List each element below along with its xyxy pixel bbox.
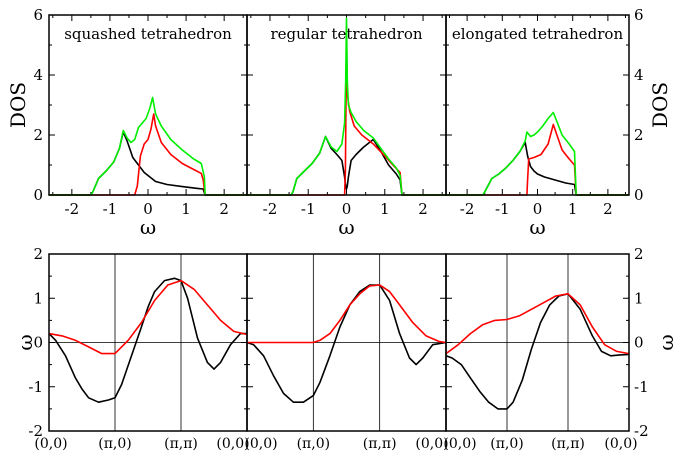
x-axis-label: ω — [338, 215, 354, 239]
y-tick-label: 6 — [634, 6, 644, 24]
y-tick-label: 4 — [33, 66, 43, 84]
x-tick-label: (0,0) — [443, 436, 476, 452]
y-tick-label: 2 — [634, 245, 644, 263]
series-line-1 — [445, 292, 630, 410]
panel-title: elongated tetrahedron — [452, 25, 624, 43]
y-tick-label: 0 — [33, 186, 43, 204]
panel-dos-3: 0 2 4 6 -2 -1 0 1 2 ω elongated tetrahedron DOS — [445, 6, 672, 239]
panel-dispersion-2: (0,0) (π,0) (π,π) (0,0) — [244, 253, 449, 452]
x-tick-label: 2 — [603, 200, 613, 218]
y-axis-label: DOS — [6, 82, 30, 128]
x-tick-label: -2 — [263, 200, 278, 218]
y-tick-label: 1 — [634, 289, 644, 307]
y-tick-label: -1 — [634, 378, 649, 396]
x-tick-label: 2 — [219, 200, 229, 218]
y-tick-label: 0 — [634, 186, 644, 204]
y-tick-label: 6 — [33, 6, 43, 24]
x-tick-label: (π,0) — [297, 436, 330, 452]
y-tick-label: 2 — [33, 126, 43, 144]
plot-frame — [445, 14, 630, 196]
panel-dispersion-1: -2 -1 0 1 2 (0,0) (π,0) (π,π) (0,0) ω — [13, 245, 250, 452]
x-tick-label: (0,0) — [34, 436, 67, 452]
y-tick-label: 1 — [33, 289, 43, 307]
x-tick-label: -2 — [460, 200, 475, 218]
series-line-3 — [247, 17, 446, 196]
y-axis-label: ω — [654, 334, 678, 350]
x-tick-label: -2 — [65, 200, 80, 218]
series-line-1 — [246, 284, 447, 404]
x-tick-label: 1 — [181, 200, 191, 218]
x-tick-label: 0 — [143, 200, 153, 218]
series-line-2 — [48, 279, 248, 355]
plot-frame — [445, 253, 630, 432]
series-line-1 — [48, 277, 247, 404]
series-line-1 — [247, 135, 446, 196]
y-tick-label: 2 — [634, 126, 644, 144]
y-axis-label: ω — [13, 334, 37, 350]
x-tick-label: -1 — [495, 200, 510, 218]
x-tick-label: 1 — [568, 200, 578, 218]
x-tick-label: (0,0) — [415, 436, 448, 452]
series-line-3 — [49, 96, 247, 196]
series-line-2 — [445, 292, 630, 355]
y-tick-label: -2 — [634, 422, 649, 440]
series-line-1 — [446, 141, 629, 196]
x-tick-label: -1 — [301, 200, 316, 218]
x-tick-label: (π,0) — [98, 436, 131, 452]
x-tick-label: (π,π) — [551, 436, 585, 452]
y-tick-label: 0 — [634, 334, 644, 352]
x-tick-label: (0,0) — [244, 436, 277, 452]
series-line-1 — [49, 131, 247, 196]
y-tick-label: 2 — [33, 245, 43, 263]
y-tick-label: 4 — [634, 66, 644, 84]
y-tick-label: -2 — [28, 422, 43, 440]
x-tick-label: -1 — [103, 200, 118, 218]
x-tick-label: (π,π) — [363, 436, 397, 452]
y-axis-label: DOS — [648, 82, 672, 128]
series-line-3 — [446, 111, 629, 196]
x-tick-label: (0,0) — [216, 436, 249, 452]
x-axis-label: ω — [529, 215, 545, 239]
y-tick-label: -1 — [28, 378, 43, 396]
series-line-2 — [49, 113, 247, 196]
panel-title: squashed tetrahedron — [64, 25, 232, 43]
x-tick-label: 0 — [533, 200, 543, 218]
x-tick-label: 2 — [418, 200, 428, 218]
x-tick-label: (π,π) — [164, 436, 198, 452]
x-tick-label: (0,0) — [604, 436, 637, 452]
x-tick-label: (π,0) — [490, 436, 523, 452]
panel-dispersion-3: -2 -1 0 1 2 (0,0) (π,0) (π,π) (0,0) ω — [443, 245, 678, 452]
y-tick-label: 0 — [33, 334, 43, 352]
series-line-2 — [446, 123, 629, 196]
x-axis-label: ω — [140, 215, 156, 239]
series-line-2 — [247, 284, 447, 344]
x-tick-label: 1 — [380, 200, 390, 218]
panel-dos-1: 0 2 4 6 -2 -1 0 1 2 ω squashed tetrahedron DOS — [6, 6, 248, 239]
x-tick-label: 0 — [342, 200, 352, 218]
